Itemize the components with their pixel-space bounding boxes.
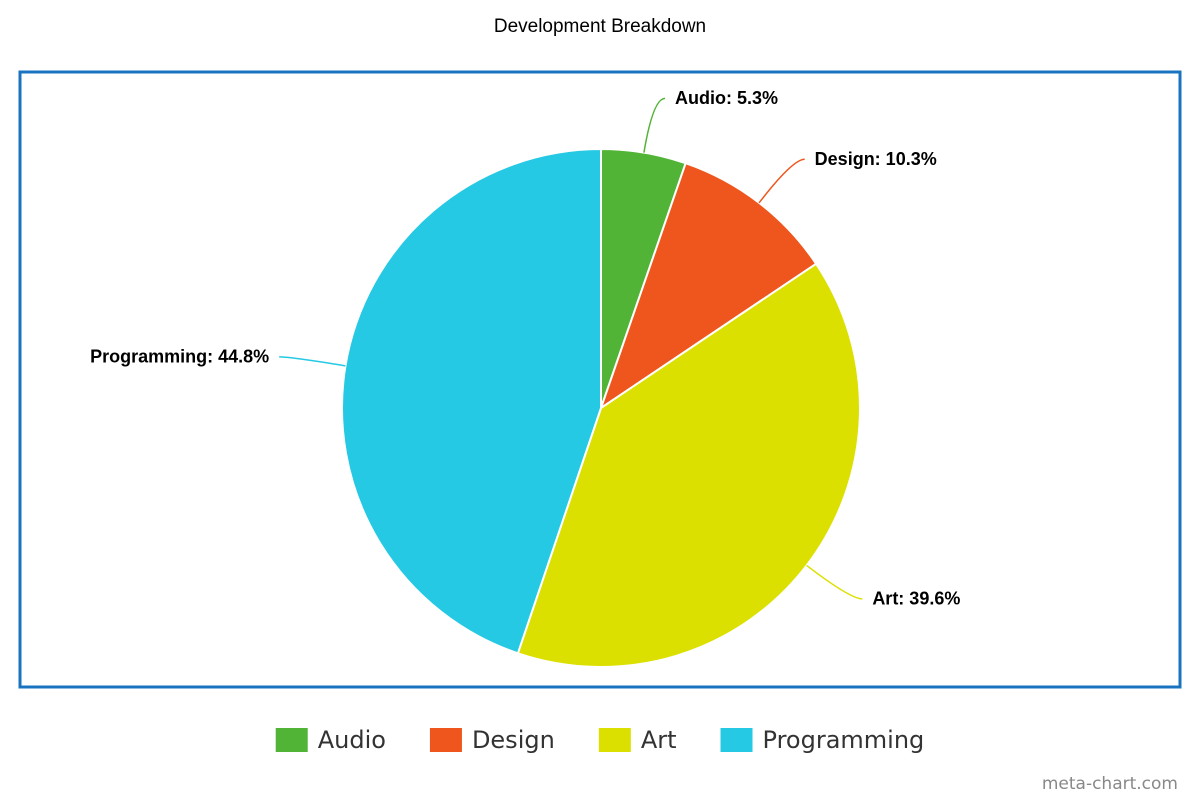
data-label: Art: 39.6% <box>872 589 960 609</box>
legend-label: Art <box>641 726 677 754</box>
legend: Audio Design Art Programming <box>275 726 925 754</box>
legend-label: Audio <box>318 726 386 754</box>
data-label: Design: 10.3% <box>815 149 937 169</box>
pie-slice <box>341 147 602 655</box>
leader-line <box>279 356 346 367</box>
leader-line <box>758 158 805 204</box>
legend-label: Design <box>472 726 555 754</box>
leader-line <box>643 97 666 153</box>
legend-swatch <box>429 728 462 752</box>
data-label: Audio: 5.3% <box>675 88 778 108</box>
legend-swatch <box>275 728 308 752</box>
plot-frame <box>18 70 1182 689</box>
data-label: Programming: 44.8% <box>90 347 269 367</box>
pie-slice <box>516 262 861 668</box>
legend-swatch <box>598 728 631 752</box>
chart-title: Development Breakdown <box>494 16 706 37</box>
legend-swatch <box>720 728 753 752</box>
pie-slice <box>599 161 818 411</box>
watermark: meta-chart.com <box>1042 774 1178 794</box>
legend-label: Programming <box>763 726 925 754</box>
leader-line <box>806 564 863 600</box>
